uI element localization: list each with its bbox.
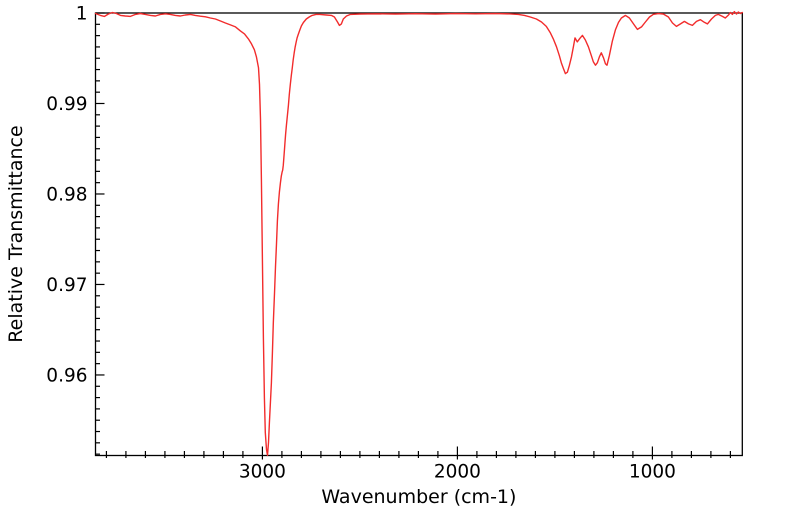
plot-frame xyxy=(94,12,743,457)
y-tick-label: 0.97 xyxy=(46,275,87,296)
x-tick-label: 1000 xyxy=(629,462,676,483)
y-tick-label: 0.99 xyxy=(46,94,87,115)
y-tick-label: 0.98 xyxy=(46,184,87,205)
spectrum-curve xyxy=(94,10,743,456)
x-tick-label: 3000 xyxy=(239,462,286,483)
y-axis-title: Relative Transmittance xyxy=(5,125,27,342)
y-tick-label: 1 xyxy=(76,4,88,25)
y-tick-label: 0.96 xyxy=(46,365,87,386)
x-tick-label: 2000 xyxy=(434,462,481,483)
x-axis-title: Wavenumber (cm-1) xyxy=(321,486,516,508)
